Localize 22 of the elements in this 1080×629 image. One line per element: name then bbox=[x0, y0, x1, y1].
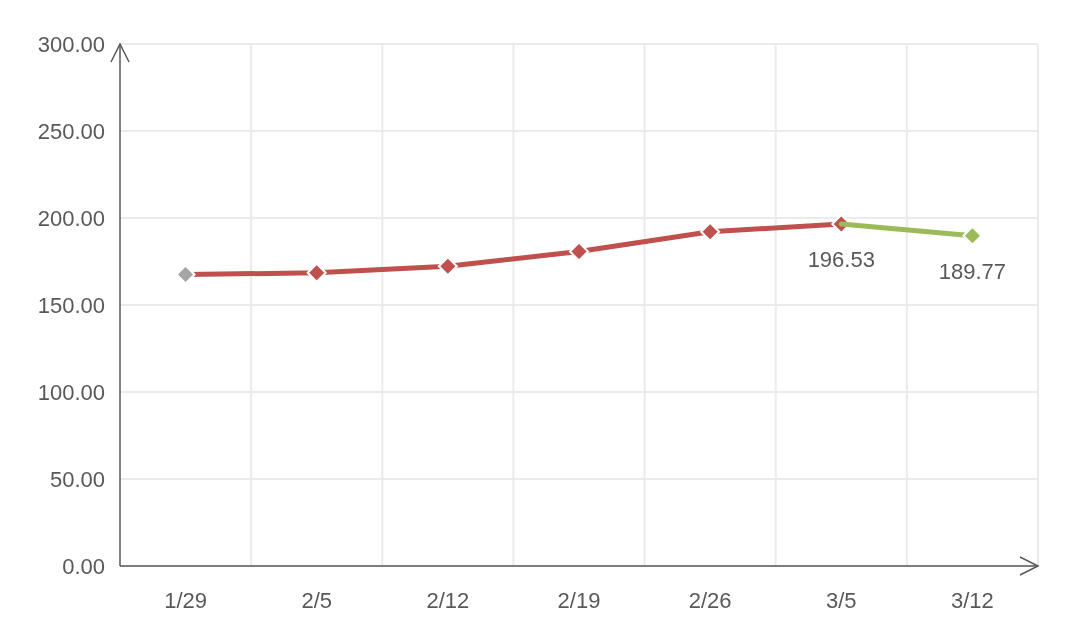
point bbox=[437, 256, 458, 277]
point bbox=[306, 262, 327, 283]
y-tick-label: 250.00 bbox=[37, 118, 105, 144]
y-tick-label: 0.00 bbox=[62, 553, 105, 579]
data-label: 196.53 bbox=[807, 247, 875, 273]
x-tick-label: 2/19 bbox=[557, 588, 601, 613]
x-tick-label: 2/26 bbox=[688, 588, 732, 613]
y-tick-label: 50.00 bbox=[49, 466, 105, 492]
x-tick-label: 3/5 bbox=[825, 588, 857, 613]
x-tick-label: 2/5 bbox=[301, 588, 333, 613]
point bbox=[700, 221, 721, 242]
point bbox=[569, 241, 589, 262]
y-tick-label: 300.00 bbox=[37, 31, 105, 57]
x-tick-label: 1/29 bbox=[164, 588, 207, 613]
y-tick-label: 150.00 bbox=[37, 292, 105, 318]
y-tick-label: 100.00 bbox=[37, 379, 105, 405]
point bbox=[175, 264, 196, 285]
point bbox=[962, 225, 983, 246]
data-label: 189.77 bbox=[938, 258, 1007, 284]
y-tick-label: 200.00 bbox=[37, 205, 105, 231]
x-tick-label: 2/12 bbox=[426, 588, 470, 613]
x-tick-label: 3/12 bbox=[951, 588, 994, 613]
